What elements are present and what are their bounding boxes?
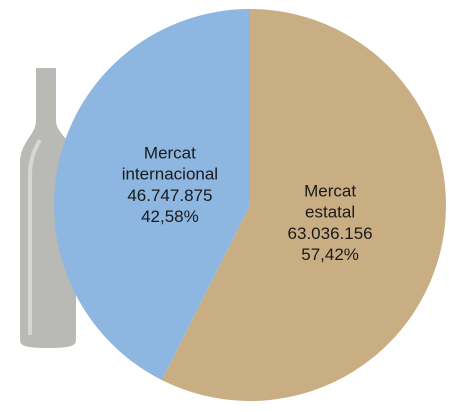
- chart: Mercatestatal63.036.15657,42%Mercatinter…: [0, 0, 449, 412]
- slice-value-label: 63.036.156: [288, 224, 373, 243]
- slice-value-label: 46.747.875: [127, 186, 212, 205]
- slice-percentage-label: 57,42%: [301, 245, 359, 264]
- slice-percentage-label: 42,58%: [141, 207, 199, 226]
